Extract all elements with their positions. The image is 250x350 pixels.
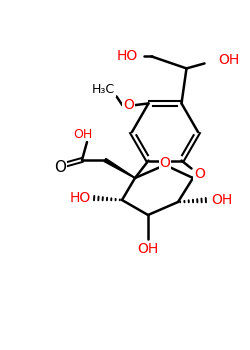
- Text: OH: OH: [73, 127, 92, 140]
- Polygon shape: [104, 159, 135, 178]
- Text: O: O: [54, 161, 66, 175]
- Text: O: O: [123, 98, 134, 112]
- Text: HO: HO: [70, 191, 90, 205]
- Polygon shape: [193, 171, 200, 178]
- Text: O: O: [194, 167, 205, 181]
- Text: O: O: [160, 156, 170, 170]
- Text: HO: HO: [116, 49, 138, 63]
- Text: OH: OH: [212, 193, 233, 207]
- Text: OH: OH: [138, 242, 159, 256]
- Text: H₃C: H₃C: [92, 83, 115, 96]
- Text: OH: OH: [218, 54, 240, 68]
